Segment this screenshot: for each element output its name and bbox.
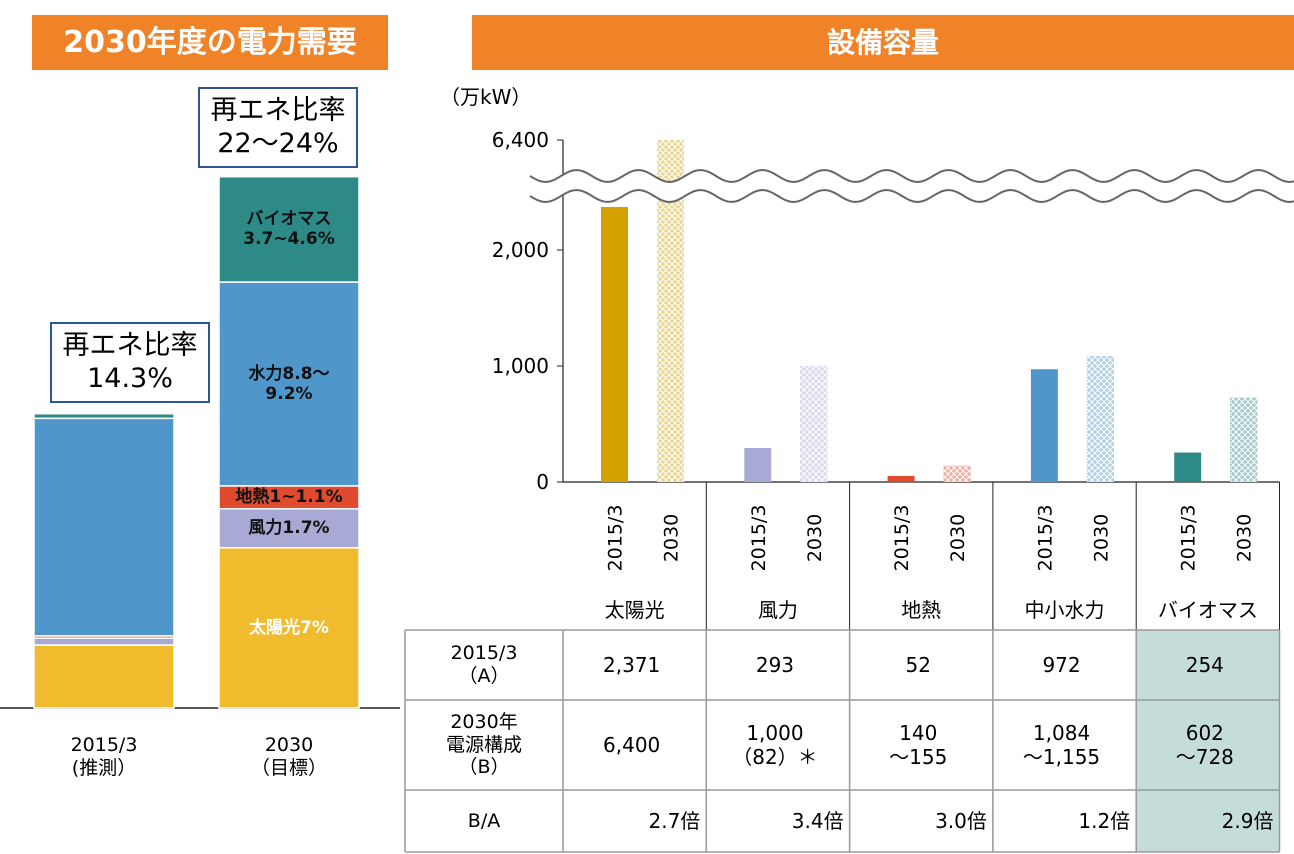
bar-hatch [1086,356,1114,482]
table-cell: 254 [1185,653,1224,677]
y-tick-label: 0 [536,470,549,494]
bar-segment [33,637,175,646]
row-label: B/A [467,809,501,832]
bar-segment [33,417,175,637]
table-cell: 2,371 [603,653,661,677]
series-label: 2030 [1090,514,1112,562]
bar-hatch [800,366,828,482]
x-tick-label: 中小水力 [1024,598,1105,622]
bar-hatch [1230,397,1258,482]
bar-segment [33,412,175,420]
axis-break [529,189,1294,203]
axis-break [529,169,1294,183]
row-label: 2030年 電源構成 （B） [445,710,522,779]
series-label: 2030 [804,514,826,562]
series-label: 2015/3 [748,505,770,572]
segment-label: 水力8.8～ 9.2% [248,363,330,404]
table-cell: 140 ～155 [889,721,948,769]
x-tick-label: 2030 （目標） [250,734,327,779]
table-cell: 2.9倍 [1221,809,1274,833]
table-cell: 1.2倍 [1078,809,1131,833]
bar-segment [33,644,175,709]
bar [887,475,915,482]
y-tick-label: 6,400 [492,128,549,152]
y-axis-label: （万kW） [440,85,532,109]
table-cell: 1,000 （82）＊ [732,721,818,769]
segment-label: 太陽光7% [249,617,329,638]
table-cell: 1,084 ～1,155 [1022,721,1101,769]
table-cell: 6,400 [603,733,661,757]
bar [1030,369,1058,482]
bar-segment [218,175,360,283]
bar [744,448,772,482]
chart-title: 2030年度の電力需要 [63,24,357,60]
x-tick-label: 地熱 [901,598,942,622]
table-cell: 2.7倍 [648,809,701,833]
table-cell: 52 [905,653,931,677]
segment-label: 風力1.7% [248,518,330,539]
segment-label: 地熱1~1.1% [235,486,343,507]
bar [1174,452,1202,482]
total-callout: 再エネ比率 14.3% [50,322,210,403]
x-tick-label: 風力 [757,598,798,622]
table-highlight [1136,630,1280,852]
x-tick-label: 太陽光 [604,598,665,622]
title-bar [32,15,388,70]
row-label: 2015/3 （A） [450,642,518,687]
table-cell: 972 [1042,653,1081,677]
chart-title: 設備容量 [826,25,939,59]
table-cell: 293 [755,653,795,677]
bar [601,206,628,483]
bar-segment [218,281,360,487]
series-label: 2030 [947,514,969,562]
series-label: 2015/3 [1178,505,1200,572]
table-cell: 3.0倍 [935,809,987,833]
y-tick-label: 2,000 [492,238,549,262]
table-cell: 3.4倍 [791,809,844,833]
y-tick-label: 1,000 [492,354,549,378]
series-label: 2030 [1234,514,1256,562]
series-label: 2030 [661,514,683,562]
series-label: 2015/3 [891,505,913,572]
segment-label: バイオマス 3.7~4.6% [243,208,335,250]
bar-hatch [943,465,971,482]
total-callout: 再エネ比率 22～24% [198,87,358,168]
series-label: 2015/3 [1034,505,1056,572]
axis-break-fill [530,170,1294,202]
x-tick-label: 2015/3 (推測） [70,734,138,779]
x-tick-label: バイオマス [1157,598,1258,622]
series-label: 2015/3 [605,505,627,572]
table-cell: 602 ～728 [1175,721,1234,769]
title-bar [472,15,1294,70]
